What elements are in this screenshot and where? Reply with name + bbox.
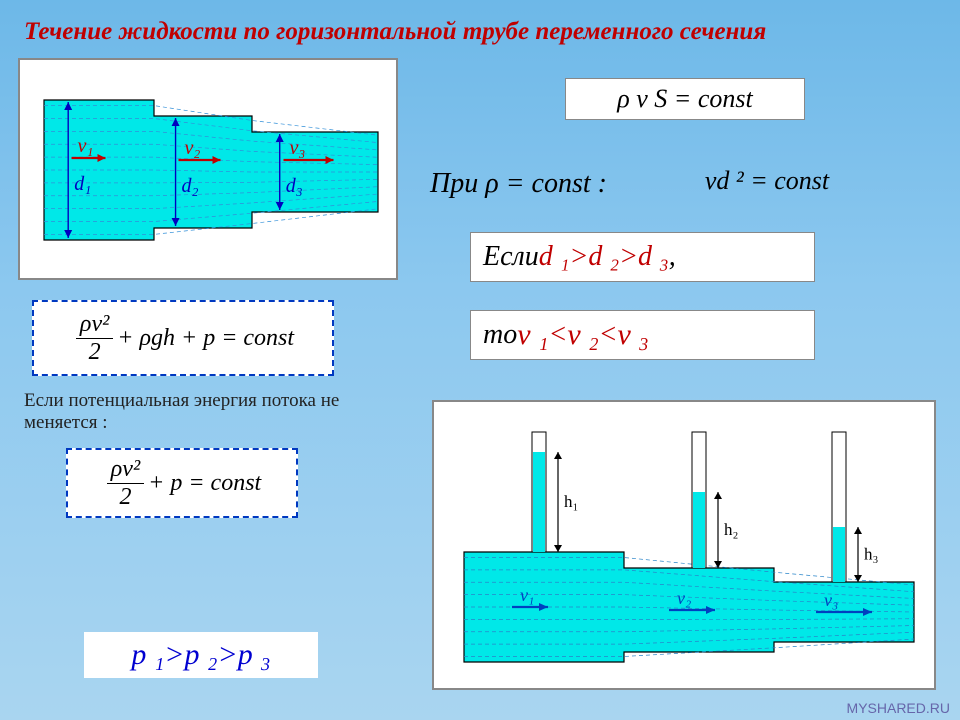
svg-text:v₃: v₃ <box>290 137 306 159</box>
continuity-eq: ρ v S = const <box>565 78 805 120</box>
pipe-diagram-bottom: h₁ h₂ h₃ v₁ v₂ v₃ <box>432 400 936 690</box>
pipe-diagram-top: v₁ d₁ v₂ d₂ v₃ d₃ <box>18 58 398 280</box>
svg-text:h₁: h₁ <box>564 492 578 511</box>
diameter-inequality: Если d ₁ > d ₂ > d ₃, <box>470 232 815 282</box>
velocity-inequality: то v ₁ < v ₂ < v ₃ <box>470 310 815 360</box>
watermark: MYSHARED.RU <box>847 700 950 716</box>
potential-energy-note: Если потенциальная энергия потока не мен… <box>24 390 344 434</box>
svg-text:v₃: v₃ <box>824 590 838 610</box>
svg-text:v₂: v₂ <box>185 137 201 159</box>
svg-text:v₁: v₁ <box>78 135 94 157</box>
svg-text:d₂: d₂ <box>182 175 199 197</box>
svg-text:d₃: d₃ <box>286 175 303 197</box>
vd2-const: vd ² = const <box>670 160 864 202</box>
rho-const-label: При ρ = const : <box>430 168 607 200</box>
svg-text:d₁: d₁ <box>74 173 91 195</box>
pressure-inequality: p ₁ > p ₂ > p ₃ <box>84 632 318 678</box>
bernoulli-simple: ρv²2 + p = const <box>66 448 298 518</box>
svg-text:h₂: h₂ <box>724 520 738 539</box>
svg-text:v₁: v₁ <box>520 585 534 605</box>
svg-text:v₂: v₂ <box>677 588 691 608</box>
page-title: Течение жидкости по горизонтальной трубе… <box>24 18 936 46</box>
bernoulli-full: ρv²2 + ρgh + p = const <box>32 300 334 376</box>
svg-text:h₃: h₃ <box>864 545 879 564</box>
